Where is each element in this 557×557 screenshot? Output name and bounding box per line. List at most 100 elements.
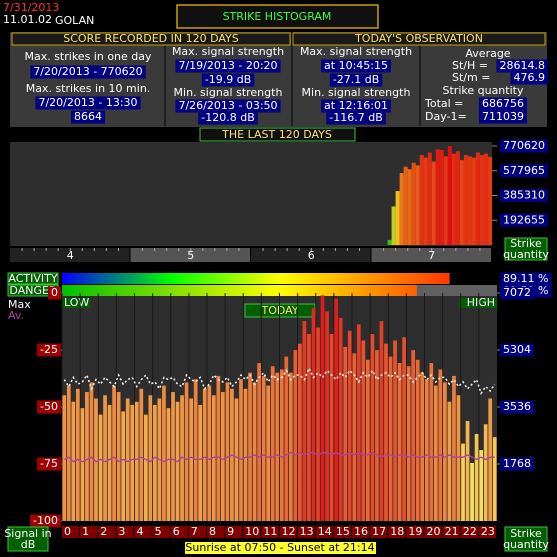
hour-band: [261, 526, 279, 538]
bar: [488, 398, 493, 521]
hour-band: [62, 526, 80, 538]
label: Day-1=: [425, 110, 467, 123]
y-tick-label: 385310: [500, 189, 548, 202]
bar: [125, 398, 130, 521]
bar: [112, 385, 116, 521]
y-tick-label: -75: [37, 457, 61, 471]
boxed-label: -27.1 dB: [329, 73, 383, 87]
x-tick-label: 7: [191, 525, 198, 538]
label-box: [35, 96, 141, 110]
y-tick-label: -25: [37, 343, 61, 357]
y-tick-label: -50: [37, 400, 61, 414]
bar: [456, 395, 461, 521]
month-band: [251, 248, 371, 262]
boxed-label: at 12:16:01: [321, 99, 391, 113]
bar: [275, 372, 280, 521]
label-text: -25: [40, 343, 58, 356]
x-tick-label: 13: [300, 525, 314, 538]
bar: [483, 153, 488, 245]
x-tick-label: 3: [118, 525, 125, 538]
x-tick-label: 8: [209, 525, 216, 538]
label-line: Signal in: [4, 527, 51, 540]
label: HIGH: [467, 296, 495, 309]
bar: [94, 398, 98, 521]
x-tick-label: 4: [67, 249, 74, 262]
y-tick-label: -100: [30, 514, 61, 528]
bar: [107, 404, 112, 521]
bar: [455, 151, 460, 245]
label-box: [321, 99, 391, 113]
bar: [211, 395, 216, 521]
label: Max. strikes in 10 min.: [26, 82, 151, 95]
hour-band: [188, 526, 206, 538]
label: Min. signal strength: [302, 86, 411, 99]
bar: [162, 385, 166, 521]
bar: [139, 388, 144, 521]
bar: [447, 401, 452, 521]
bar: [492, 437, 497, 521]
value-label: 89.11 %: [500, 272, 552, 286]
label-box: [500, 286, 534, 300]
axis-label-box: [504, 237, 548, 261]
bar: [171, 392, 175, 521]
label-line: quantity: [503, 538, 549, 551]
boxed-label: 7/19/2013 - 20:20: [175, 59, 281, 73]
bar: [427, 152, 432, 245]
bar: [284, 356, 289, 521]
label: St/H =: [452, 59, 488, 72]
bar: [365, 359, 370, 521]
bar: [370, 334, 375, 521]
label-line: Strike: [510, 237, 542, 250]
bar: [343, 346, 348, 521]
bar: [465, 421, 470, 521]
bar: [184, 382, 189, 521]
hour-band: [279, 526, 297, 538]
label-box: [198, 111, 258, 125]
hour-band: [98, 526, 116, 538]
bar: [89, 382, 94, 521]
bar: [207, 385, 212, 521]
bar: [452, 375, 456, 521]
bar: [459, 160, 464, 245]
bar: [447, 146, 452, 245]
bar: [407, 169, 412, 245]
hour-band: [406, 526, 424, 538]
hour-band: [297, 526, 315, 538]
bar: [234, 398, 239, 521]
bar: [475, 152, 480, 245]
bar: [402, 337, 406, 521]
bar: [419, 155, 424, 245]
bar: [193, 379, 198, 521]
label-box: [500, 272, 552, 286]
label-box: [500, 457, 534, 471]
bar: [384, 343, 388, 521]
hour-band: [388, 526, 406, 538]
label: St/m =: [452, 71, 490, 84]
label-line: quantity: [503, 248, 549, 261]
bar: [98, 414, 103, 521]
boxed-label: 711039: [479, 110, 527, 124]
bar: [316, 327, 320, 521]
section-title: TODAY'S OBSERVATION: [292, 32, 546, 46]
axis-label-box: [7, 526, 49, 552]
hour-band: [207, 526, 225, 538]
bar: [415, 359, 420, 521]
label-box: [496, 59, 548, 73]
label-text: 7072: [503, 286, 531, 299]
month-band: [371, 248, 491, 262]
x-tick-label: 5: [155, 525, 162, 538]
x-tick-label: 6: [308, 249, 315, 262]
bar: [403, 166, 408, 245]
label-text: -27.1 dB: [333, 73, 380, 86]
label-text: 3536: [503, 400, 531, 413]
page-title: STRIKE HISTOGRAM: [223, 10, 332, 23]
bar: [471, 157, 476, 245]
bar: [252, 382, 257, 521]
label-box: [510, 71, 548, 85]
progress-bar: [62, 273, 450, 284]
bar: [80, 408, 85, 521]
x-tick-label: 17: [372, 525, 386, 538]
bar: [143, 414, 148, 521]
label-text: 7/19/2013 - 20:20: [178, 59, 277, 72]
bar: [198, 404, 203, 521]
